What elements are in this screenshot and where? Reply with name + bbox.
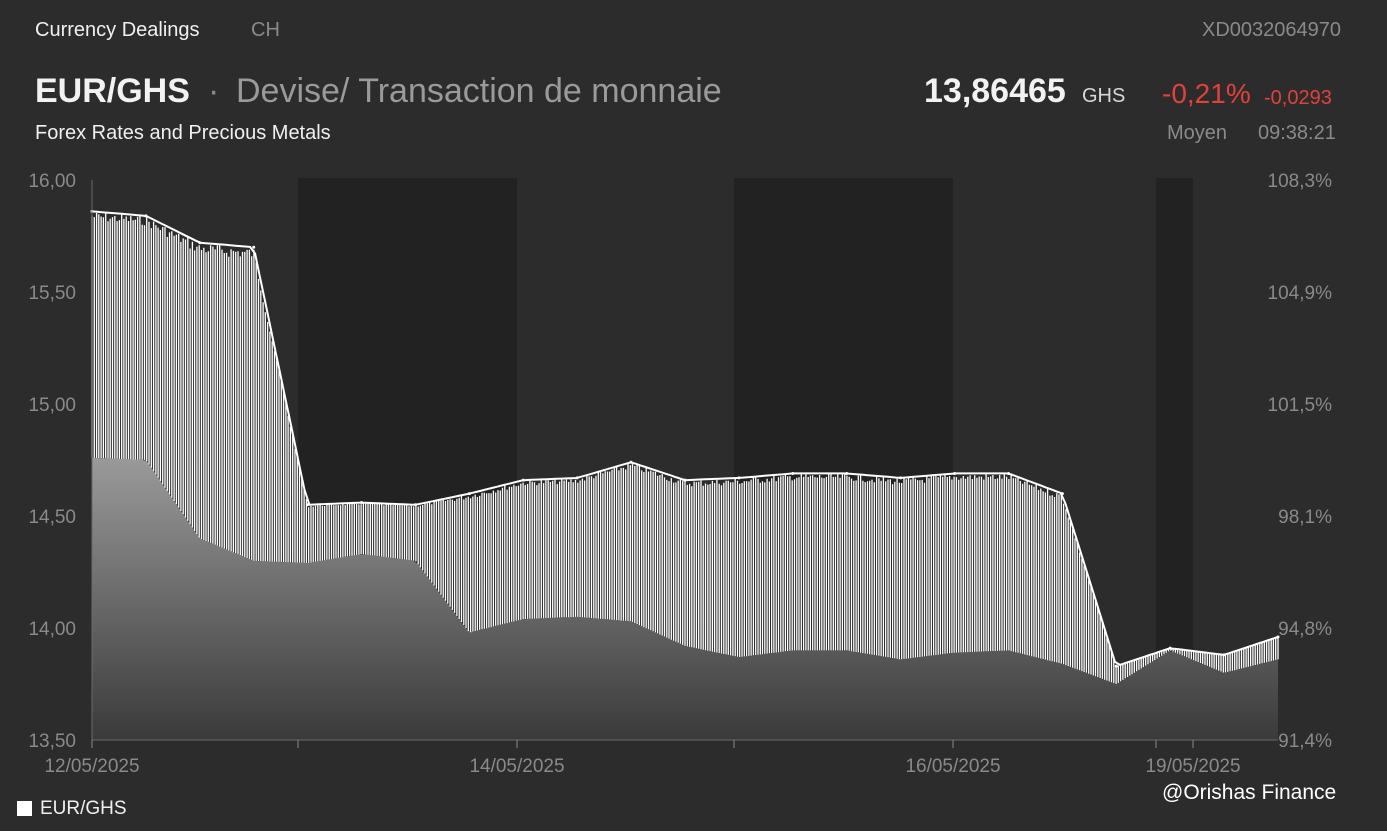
data-point	[791, 471, 795, 475]
session-band	[1156, 178, 1193, 740]
data-point	[683, 478, 687, 482]
data-point	[467, 492, 471, 496]
data-point	[845, 471, 849, 475]
data-point	[144, 214, 148, 218]
y-tick-label: 15,50	[28, 283, 76, 304]
y2-tick-label: 104,9%	[1268, 283, 1333, 304]
x-tick-label: 12/05/2025	[44, 756, 139, 777]
session-band	[734, 178, 953, 740]
data-point	[1222, 653, 1226, 657]
y2-tick-label: 108,3%	[1268, 171, 1333, 192]
y2-tick-label: 98,1%	[1278, 507, 1332, 528]
last-price: 13,86465	[924, 72, 1066, 110]
data-point	[198, 241, 202, 245]
y-tick-label: 16,00	[28, 171, 76, 192]
series-area-eurghs	[92, 457, 1278, 740]
data-point	[1060, 492, 1064, 496]
data-point	[521, 478, 525, 482]
data-point	[306, 503, 310, 507]
data-point	[1168, 646, 1172, 650]
data-point	[953, 471, 957, 475]
data-point	[737, 476, 741, 480]
pair-description: Devise/ Transaction de monnaie	[236, 72, 722, 110]
legend-label: EUR/GHS	[40, 798, 127, 819]
change-percent: -0,21%	[1162, 78, 1251, 109]
y-tick-label: 14,50	[28, 507, 76, 528]
y2-tick-label: 101,5%	[1268, 395, 1333, 416]
data-point	[1276, 635, 1280, 639]
legend-swatch	[17, 801, 32, 816]
y-tick-label: 15,00	[28, 395, 76, 416]
y2-tick-label: 94,8%	[1278, 619, 1332, 640]
market-subtitle: Forex Rates and Precious Metals	[35, 122, 331, 144]
data-point	[1006, 471, 1010, 475]
data-point	[575, 476, 579, 480]
change-absolute: -0,0293	[1264, 87, 1332, 109]
x-tick-label: 14/05/2025	[469, 756, 564, 777]
data-point	[252, 245, 256, 249]
price-currency: GHS	[1082, 85, 1126, 107]
data-point	[1114, 664, 1118, 668]
y2-tick-label: 91,4%	[1278, 731, 1332, 752]
pair-title: EUR/GHS	[35, 72, 190, 110]
y-tick-label: 13,50	[28, 731, 76, 752]
brand-title: Currency Dealings	[35, 19, 200, 41]
data-point	[360, 501, 364, 505]
isin-code: XD0032064970	[1201, 19, 1341, 41]
x-tick-label: 19/05/2025	[1145, 756, 1240, 777]
credit-watermark: @Orishas Finance	[1162, 781, 1337, 804]
quote-time: 09:38:21	[1258, 122, 1336, 144]
data-point	[413, 503, 417, 507]
price-type: Moyen	[1167, 122, 1228, 144]
title-separator: ·	[208, 72, 220, 110]
price-chart[interactable]: 13,50 14,00 14,50 15,00 15,50 16,00 91,4% 94,8%…	[0, 160, 1387, 780]
data-point	[629, 460, 633, 464]
y-tick-label: 14,00	[28, 619, 76, 640]
x-tick-label: 16/05/2025	[905, 756, 1000, 777]
exchange-code: CH	[251, 19, 280, 41]
data-point	[899, 476, 903, 480]
